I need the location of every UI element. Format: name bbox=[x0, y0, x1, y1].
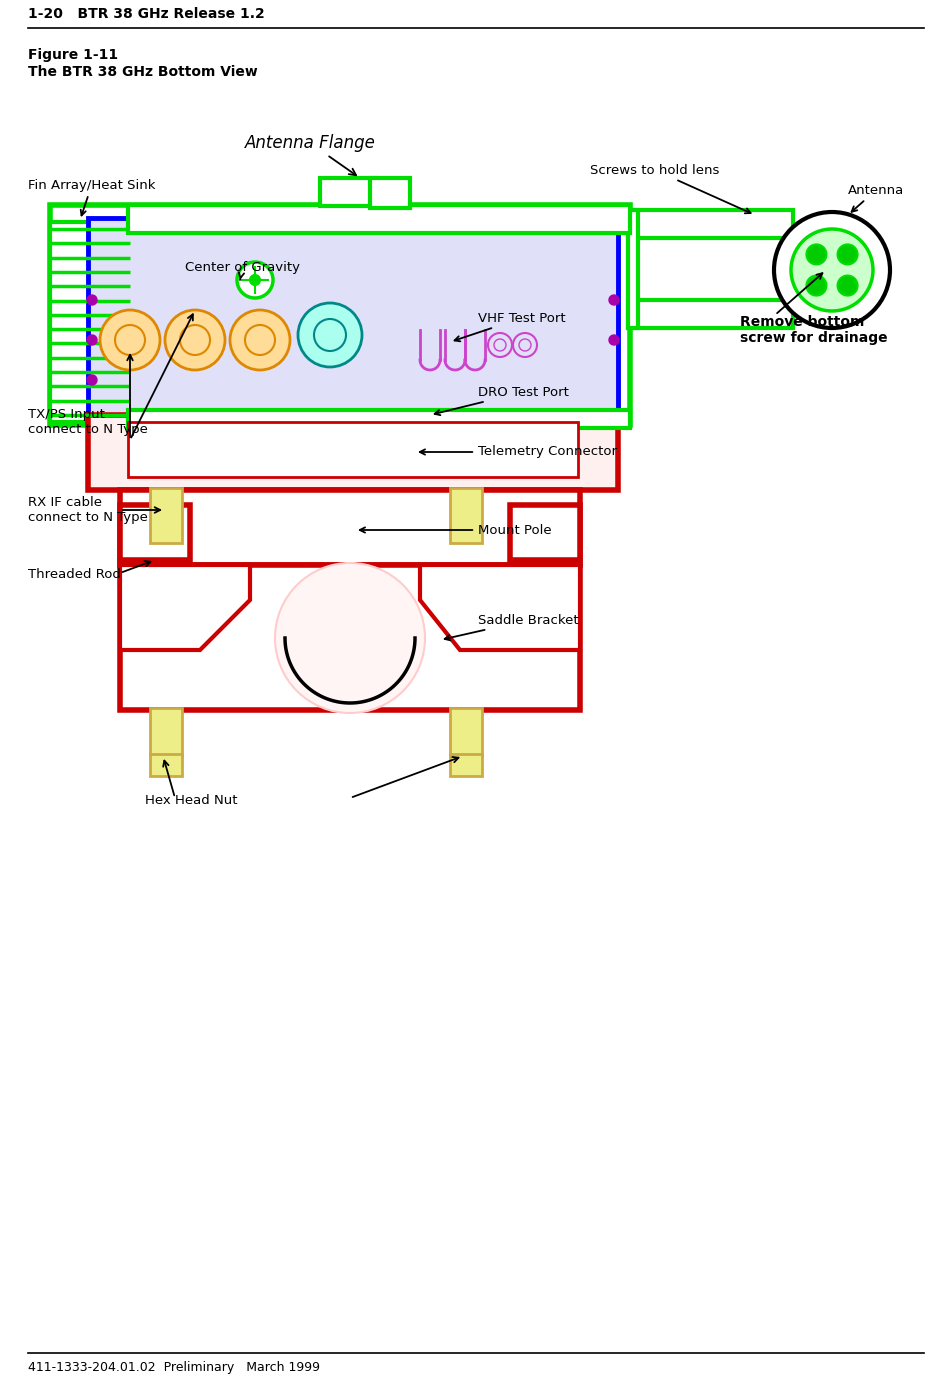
Circle shape bbox=[838, 275, 858, 296]
Bar bbox=[120, 490, 580, 566]
Text: Mount Pole: Mount Pole bbox=[360, 524, 551, 537]
Circle shape bbox=[838, 245, 858, 264]
Bar bbox=[150, 754, 182, 776]
Text: Fin Array/Heat Sink: Fin Array/Heat Sink bbox=[28, 178, 155, 216]
Text: 1-20   BTR 38 GHz Release 1.2: 1-20 BTR 38 GHz Release 1.2 bbox=[28, 7, 265, 21]
Circle shape bbox=[791, 230, 873, 311]
Bar bbox=[50, 223, 130, 422]
Bar bbox=[628, 300, 793, 328]
Circle shape bbox=[165, 310, 225, 371]
Bar bbox=[370, 178, 410, 207]
Circle shape bbox=[87, 335, 97, 344]
Circle shape bbox=[100, 310, 160, 371]
Polygon shape bbox=[455, 575, 580, 644]
Circle shape bbox=[298, 303, 362, 366]
Circle shape bbox=[774, 212, 890, 328]
Circle shape bbox=[250, 275, 260, 285]
Circle shape bbox=[609, 335, 619, 344]
Text: Threaded Rod: Threaded Rod bbox=[28, 568, 121, 581]
Circle shape bbox=[230, 310, 290, 371]
Bar bbox=[450, 708, 482, 757]
Bar bbox=[150, 488, 182, 544]
Text: VHF Test Port: VHF Test Port bbox=[454, 311, 565, 342]
Text: Center of Gravity: Center of Gravity bbox=[185, 261, 300, 279]
Polygon shape bbox=[120, 505, 190, 560]
Bar bbox=[450, 488, 482, 544]
Polygon shape bbox=[120, 566, 250, 650]
Circle shape bbox=[237, 261, 273, 297]
Circle shape bbox=[275, 563, 425, 714]
Text: TX/PS Input
connect to N Type: TX/PS Input connect to N Type bbox=[28, 408, 148, 436]
Circle shape bbox=[806, 275, 826, 296]
Text: Figure 1-11: Figure 1-11 bbox=[28, 48, 118, 62]
Bar bbox=[120, 566, 580, 709]
Bar bbox=[628, 210, 638, 328]
Text: Antenna: Antenna bbox=[848, 184, 904, 212]
Bar bbox=[628, 210, 793, 238]
Polygon shape bbox=[510, 505, 580, 560]
Circle shape bbox=[87, 295, 97, 306]
Text: Remove bottom
screw for drainage: Remove bottom screw for drainage bbox=[740, 315, 887, 346]
Bar bbox=[150, 708, 182, 757]
Text: Antenna Flange: Antenna Flange bbox=[245, 134, 375, 176]
Circle shape bbox=[609, 295, 619, 306]
Bar bbox=[88, 219, 618, 415]
Text: 411-1333-204.01.02  Preliminary   March 1999: 411-1333-204.01.02 Preliminary March 199… bbox=[28, 1361, 320, 1375]
Text: The BTR 38 GHz Bottom View: The BTR 38 GHz Bottom View bbox=[28, 65, 258, 79]
Circle shape bbox=[806, 245, 826, 264]
Bar bbox=[128, 205, 630, 232]
Circle shape bbox=[87, 375, 97, 384]
Text: Saddle Bracket: Saddle Bracket bbox=[445, 614, 579, 640]
Bar bbox=[128, 409, 630, 427]
Bar bbox=[450, 754, 482, 776]
Bar bbox=[88, 415, 618, 490]
Bar bbox=[320, 178, 375, 206]
Text: Hex Head Nut: Hex Head Nut bbox=[145, 794, 237, 806]
Bar bbox=[50, 205, 630, 425]
Bar bbox=[128, 422, 578, 477]
Text: RX IF cable
connect to N Type: RX IF cable connect to N Type bbox=[28, 496, 148, 524]
Polygon shape bbox=[120, 575, 245, 644]
Text: Screws to hold lens: Screws to hold lens bbox=[590, 163, 750, 213]
Text: DRO Test Port: DRO Test Port bbox=[435, 386, 569, 415]
Polygon shape bbox=[420, 566, 580, 650]
Text: Telemetry Connector: Telemetry Connector bbox=[420, 445, 617, 459]
